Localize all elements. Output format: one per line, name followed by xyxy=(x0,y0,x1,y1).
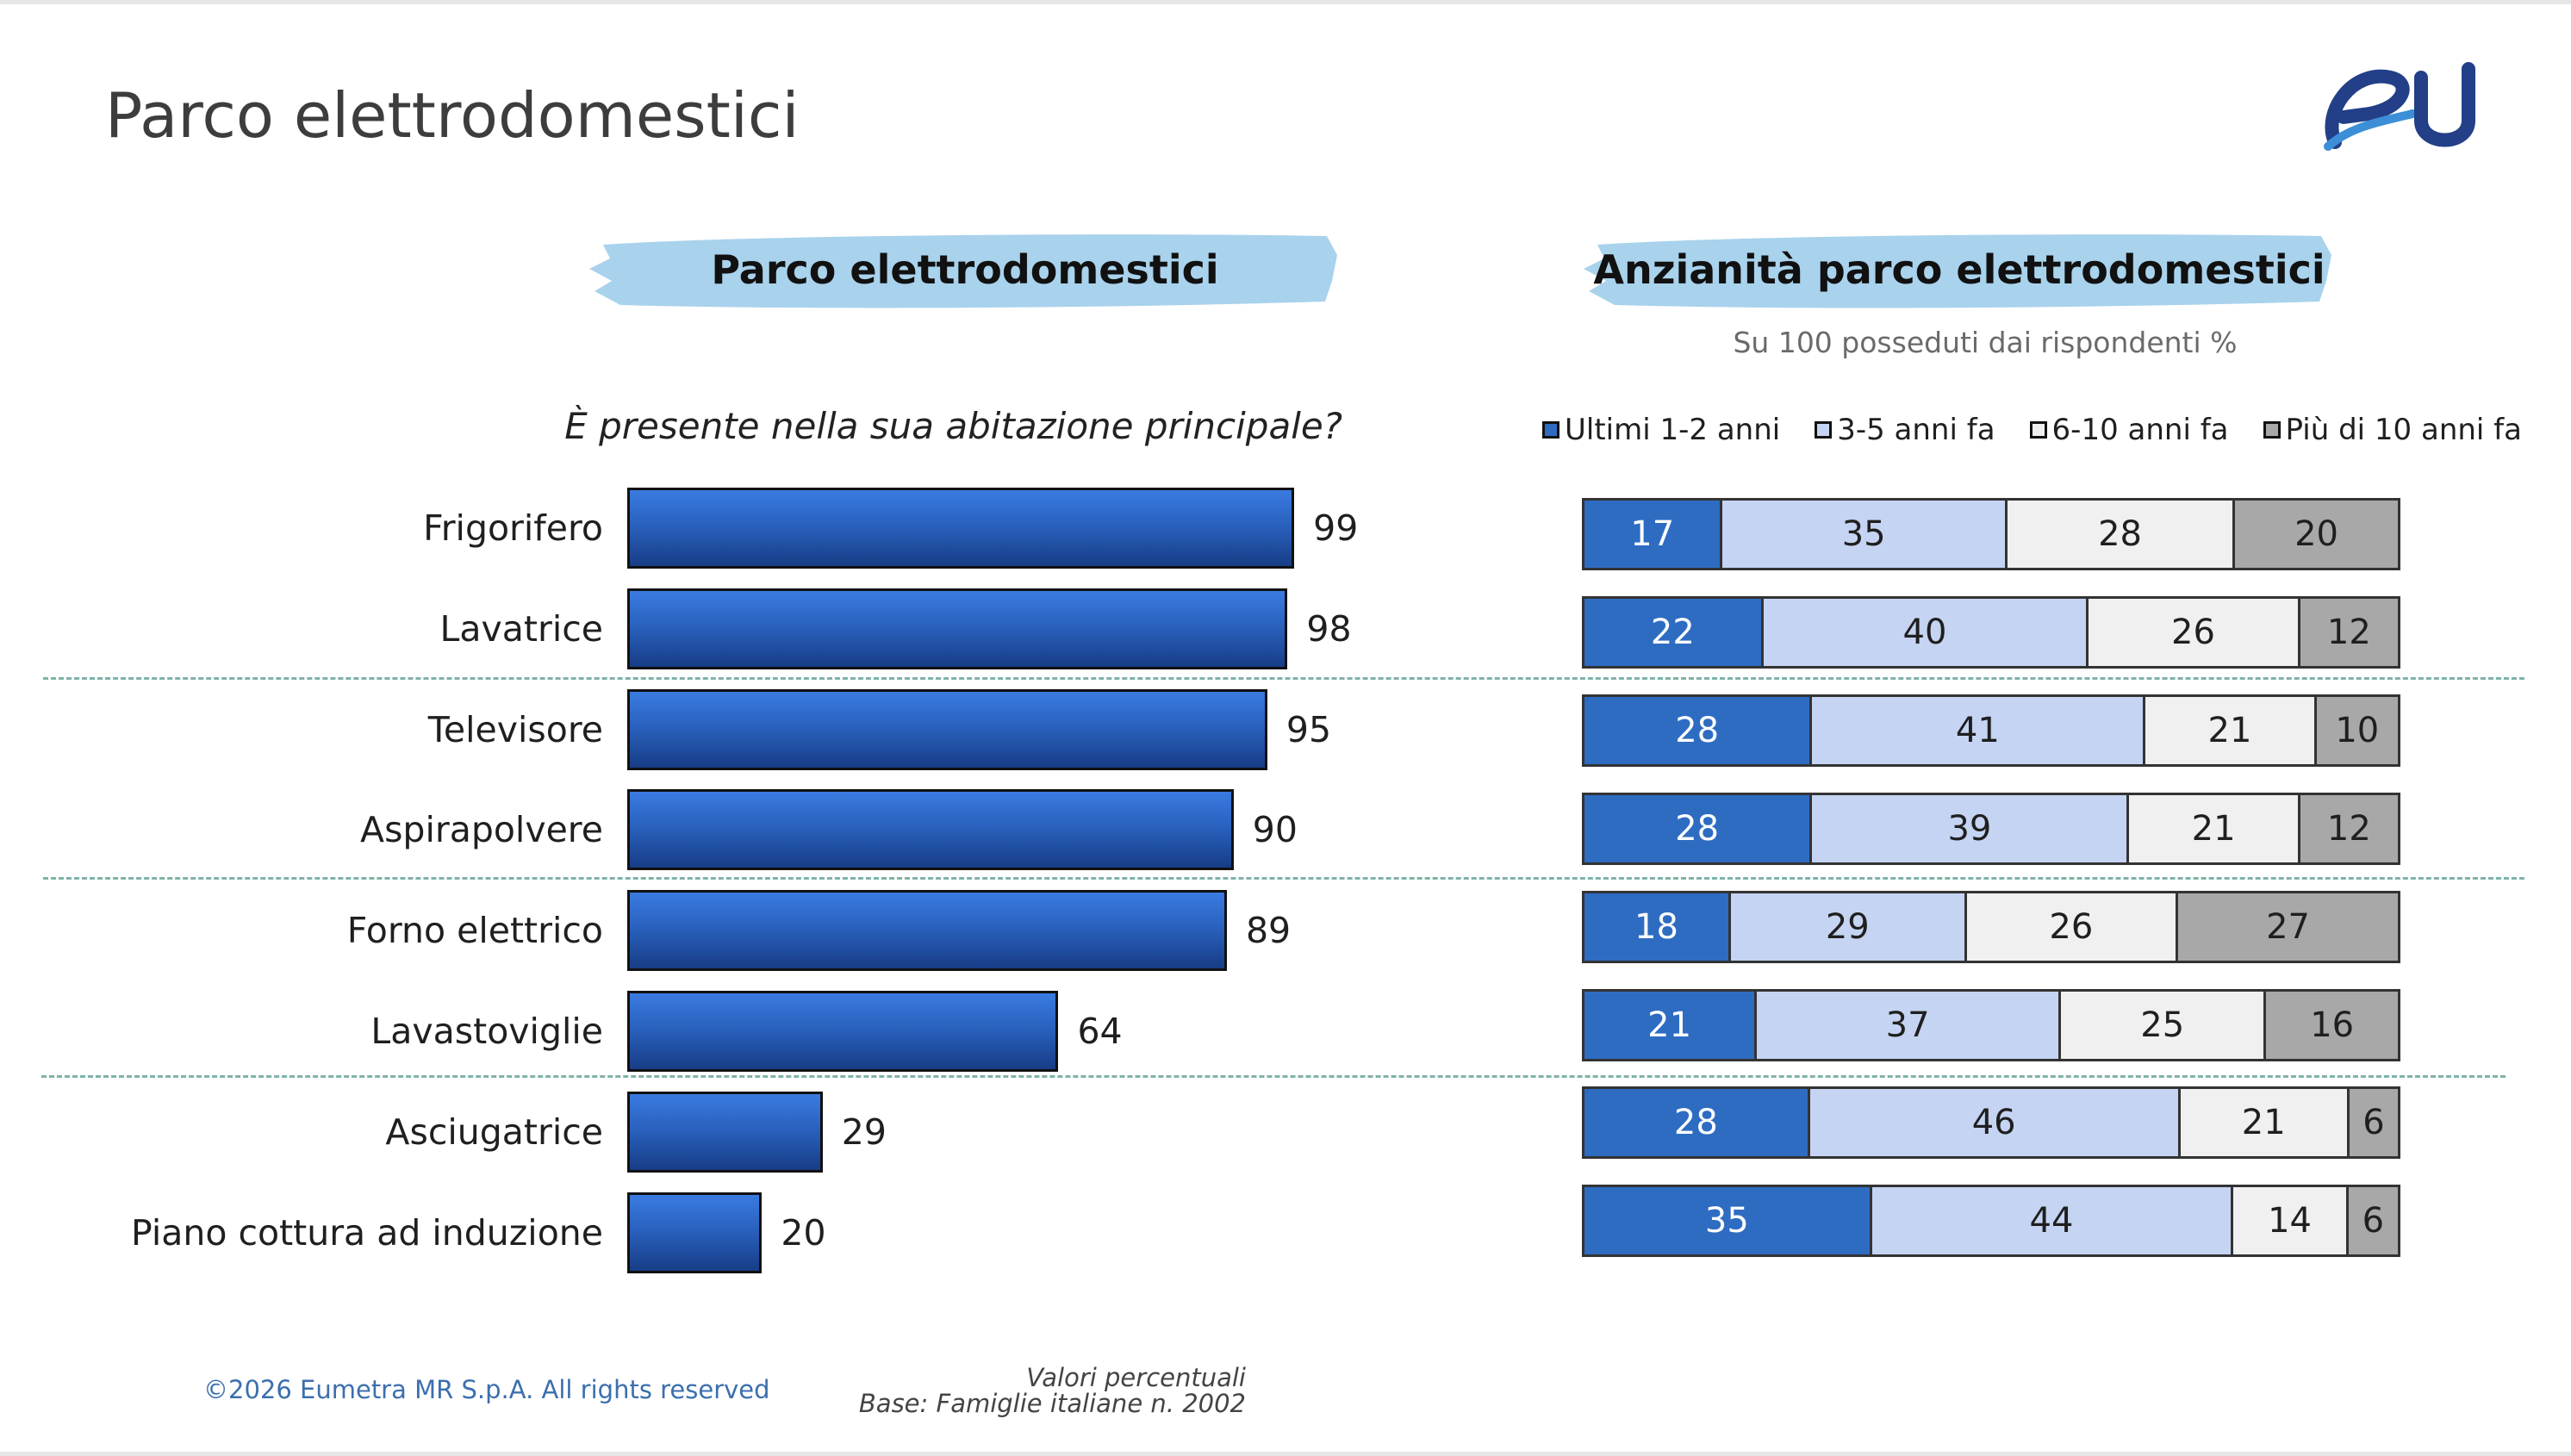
stacked-segment: 17 xyxy=(1584,501,1723,568)
stacked-segment: 12 xyxy=(2300,794,2398,862)
category-label: Aspirapolvere xyxy=(360,809,603,851)
group-separator-2 xyxy=(43,877,2524,880)
category-label: Lavastoviglie xyxy=(370,1011,603,1052)
right-panel-subtitle: Su 100 posseduti dai rispondenti % xyxy=(1733,326,2238,359)
stacked-segment: 39 xyxy=(1812,794,2130,862)
bar xyxy=(627,1091,823,1173)
bar-value-label: 29 xyxy=(841,1111,887,1153)
stacked-segment: 14 xyxy=(2233,1187,2349,1255)
footer-note-base: Base: Famiglie italiane n. 2002 xyxy=(858,1389,1246,1418)
legend-label-1: Ultimi 1-2 anni xyxy=(1565,413,1781,447)
stacked-segment: 21 xyxy=(2145,696,2317,764)
stacked-segment: 44 xyxy=(1871,1187,2234,1255)
chart-legend: Ultimi 1-2 anni 3-5 anni fa 6-10 anni fa… xyxy=(1542,410,2556,450)
left-panel-header: Parco elettrodomestici xyxy=(711,246,1219,293)
bar xyxy=(627,789,1234,871)
page-title: Parco elettrodomestici xyxy=(105,79,800,152)
stacked-row: 22 40 26 12 xyxy=(1582,595,2400,669)
legend-label-2: 3-5 anni fa xyxy=(1837,413,1995,447)
legend-item-1: Ultimi 1-2 anni xyxy=(1542,413,1780,447)
stacked-segment: 28 xyxy=(2007,501,2236,568)
bar-value-label: 64 xyxy=(1077,1011,1123,1052)
legend-swatch-2 xyxy=(1815,421,1833,439)
stacked-row: 35 44 14 6 xyxy=(1582,1185,2400,1258)
bar xyxy=(627,991,1059,1072)
stacked-row: 28 41 21 10 xyxy=(1582,694,2400,767)
category-label: Asciugatrice xyxy=(385,1111,603,1153)
bar xyxy=(627,1192,763,1273)
stacked-segment: 46 xyxy=(1809,1089,2181,1157)
stacked-row: 28 39 21 12 xyxy=(1582,792,2400,865)
legend-swatch-3 xyxy=(2029,421,2047,439)
legend-item-3: 6-10 anni fa xyxy=(2029,413,2229,447)
right-header-brush xyxy=(1584,234,2331,308)
bar-value-label: 95 xyxy=(1286,708,1332,750)
bar xyxy=(627,890,1227,972)
right-panel-header: Anzianità parco elettrodomestici xyxy=(1593,246,2325,293)
stacked-segment: 35 xyxy=(1722,501,2008,568)
stacked-segment: 21 xyxy=(2180,1089,2350,1157)
stacked-segment: 28 xyxy=(1584,794,1813,862)
stacked-segment: 41 xyxy=(1812,696,2146,764)
bar-value-label: 89 xyxy=(1245,910,1292,952)
footer-note-values: Valori percentuali xyxy=(1026,1363,1246,1392)
stacked-segment: 37 xyxy=(1757,991,2062,1059)
bar-value-label: 99 xyxy=(1313,507,1359,549)
legend-swatch-4 xyxy=(2263,421,2281,439)
legend-item-2: 3-5 anni fa xyxy=(1815,413,1995,447)
bar xyxy=(627,688,1267,770)
stacked-segment: 6 xyxy=(2348,1187,2398,1255)
category-label: Forno elettrico xyxy=(346,910,603,952)
group-separator-3 xyxy=(41,1075,2506,1078)
stacked-segment: 16 xyxy=(2266,991,2398,1059)
category-label: Televisore xyxy=(427,708,603,750)
legend-label-4: Più di 10 anni fa xyxy=(2285,413,2522,447)
stacked-row: 18 29 26 27 xyxy=(1582,890,2400,963)
bar-value-label: 90 xyxy=(1252,809,1298,851)
stacked-segment: 26 xyxy=(2089,598,2300,666)
copyright: ©2026 Eumetra MR S.p.A. All rights reser… xyxy=(203,1375,770,1404)
survey-question: È presente nella sua abitazione principa… xyxy=(564,405,1342,447)
stacked-segment: 28 xyxy=(1584,696,1813,764)
stacked-segment: 6 xyxy=(2349,1089,2398,1157)
stacked-row: 21 37 25 16 xyxy=(1582,988,2400,1061)
stacked-segment: 25 xyxy=(2061,991,2267,1059)
bar-value-label: 98 xyxy=(1306,607,1352,650)
stacked-segment: 35 xyxy=(1584,1187,1872,1255)
eumetra-logo xyxy=(2324,62,2475,151)
bar xyxy=(627,488,1295,569)
stacked-row: 17 35 28 20 xyxy=(1582,498,2400,570)
category-label: Piano cottura ad induzione xyxy=(131,1211,603,1254)
stacked-segment: 26 xyxy=(1966,893,2179,961)
stacked-segment: 21 xyxy=(1584,991,1758,1059)
stacked-segment: 21 xyxy=(2129,794,2300,862)
stacked-segment: 29 xyxy=(1730,893,1967,961)
stacked-segment: 28 xyxy=(1584,1089,1810,1157)
bar xyxy=(627,588,1288,669)
stacked-segment: 12 xyxy=(2300,598,2398,666)
bar-value-label: 20 xyxy=(781,1211,826,1254)
stacked-segment: 20 xyxy=(2235,501,2398,568)
left-header-brush xyxy=(589,234,1337,308)
stacked-segment: 10 xyxy=(2316,696,2398,764)
stacked-segment: 18 xyxy=(1584,893,1731,961)
category-label: Lavatrice xyxy=(439,607,603,650)
legend-label-3: 6-10 anni fa xyxy=(2051,413,2229,447)
category-label: Frigorifero xyxy=(423,507,603,549)
stacked-row: 28 46 21 6 xyxy=(1582,1086,2400,1160)
legend-swatch-1 xyxy=(1542,421,1559,439)
legend-item-4: Più di 10 anni fa xyxy=(2263,413,2522,447)
stacked-segment: 22 xyxy=(1584,598,1764,666)
stacked-segment: 40 xyxy=(1763,598,2089,666)
stacked-segment: 27 xyxy=(2178,893,2398,961)
group-separator-1 xyxy=(43,677,2524,680)
